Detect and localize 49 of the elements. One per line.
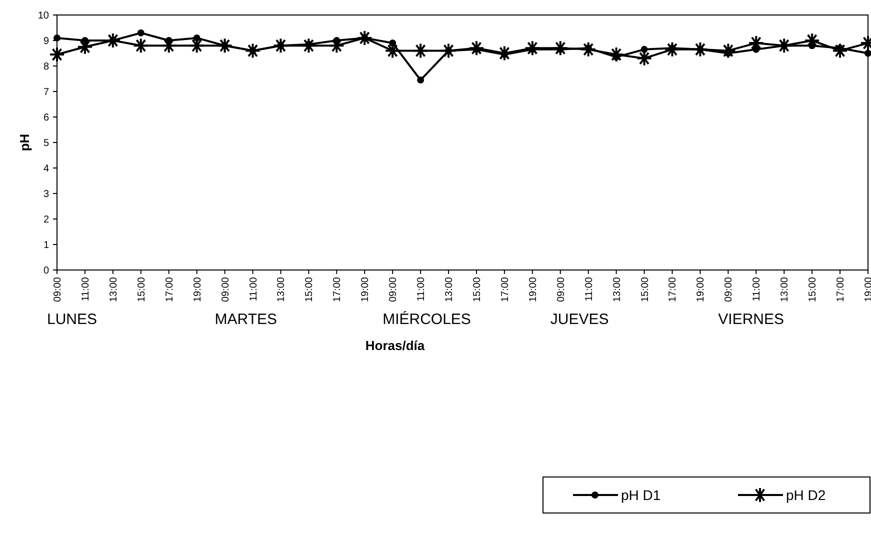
- x-tick-label: 17:00: [668, 276, 679, 302]
- x-axis-title: Horas/día: [365, 338, 426, 353]
- x-tick-label: 15:00: [472, 276, 483, 302]
- y-tick-label: 8: [43, 62, 50, 72]
- x-tick-label: 13:00: [276, 276, 288, 302]
- x-tick-label: 13:00: [444, 276, 456, 302]
- y-tick-label: 2: [43, 214, 50, 226]
- legend-label: pH D1: [621, 486, 661, 503]
- text: MARTES: [214, 311, 278, 328]
- y-tick-label: 9: [43, 36, 50, 47]
- x-tick-label: 09:00: [388, 276, 400, 302]
- y-tick-label: 5: [43, 138, 50, 149]
- y-tick-label: 7: [43, 87, 50, 98]
- y-tick-label: 0: [43, 266, 50, 276]
- x-tick-label: 09:00: [556, 276, 567, 302]
- x-tick-label: 09:00: [220, 276, 232, 302]
- x-tick-label: 17:00: [836, 276, 847, 302]
- x-tick-label: 19:00: [696, 276, 707, 302]
- x-tick-label: 19:00: [192, 276, 204, 302]
- x-tick-label: 15:00: [640, 276, 651, 302]
- text: VIERNES: [718, 311, 784, 328]
- x-tick-label: 17:00: [332, 276, 344, 302]
- y-tick-label: 3: [43, 189, 50, 200]
- x-tick-label: 09:00: [724, 276, 735, 302]
- x-tick-label: 11:00: [584, 276, 595, 302]
- x-tick-label: 13:00: [108, 276, 120, 302]
- x-tick-label: 09:00: [52, 276, 64, 302]
- x-tick-label: 15:00: [304, 276, 316, 302]
- text: JUEVES: [550, 311, 609, 328]
- y-tick-label: 10: [38, 10, 50, 22]
- y-tick-label: 4: [43, 164, 50, 174]
- x-tick-label: 11:00: [248, 276, 260, 302]
- y-tick-label: 6: [43, 112, 50, 124]
- text: MIÉRCOLES: [382, 310, 471, 328]
- y-axis-title: pH: [17, 134, 32, 152]
- x-tick-label: 15:00: [136, 276, 148, 302]
- x-tick-label: 19:00: [528, 276, 539, 302]
- x-tick-label: 11:00: [416, 276, 428, 302]
- x-tick-label: 13:00: [780, 276, 791, 302]
- x-tick-label: 17:00: [164, 276, 176, 302]
- legend-label: pH D2: [786, 486, 826, 503]
- x-tick-label: 11:00: [752, 276, 763, 302]
- x-tick-label: 17:00: [500, 276, 511, 302]
- text: LUNES: [47, 311, 98, 328]
- y-tick-label: 1: [43, 240, 50, 251]
- x-tick-label: 11:00: [80, 276, 92, 302]
- x-tick-label: 15:00: [808, 276, 819, 302]
- x-tick-label: 19:00: [360, 276, 372, 302]
- x-tick-label: 13:00: [612, 276, 623, 302]
